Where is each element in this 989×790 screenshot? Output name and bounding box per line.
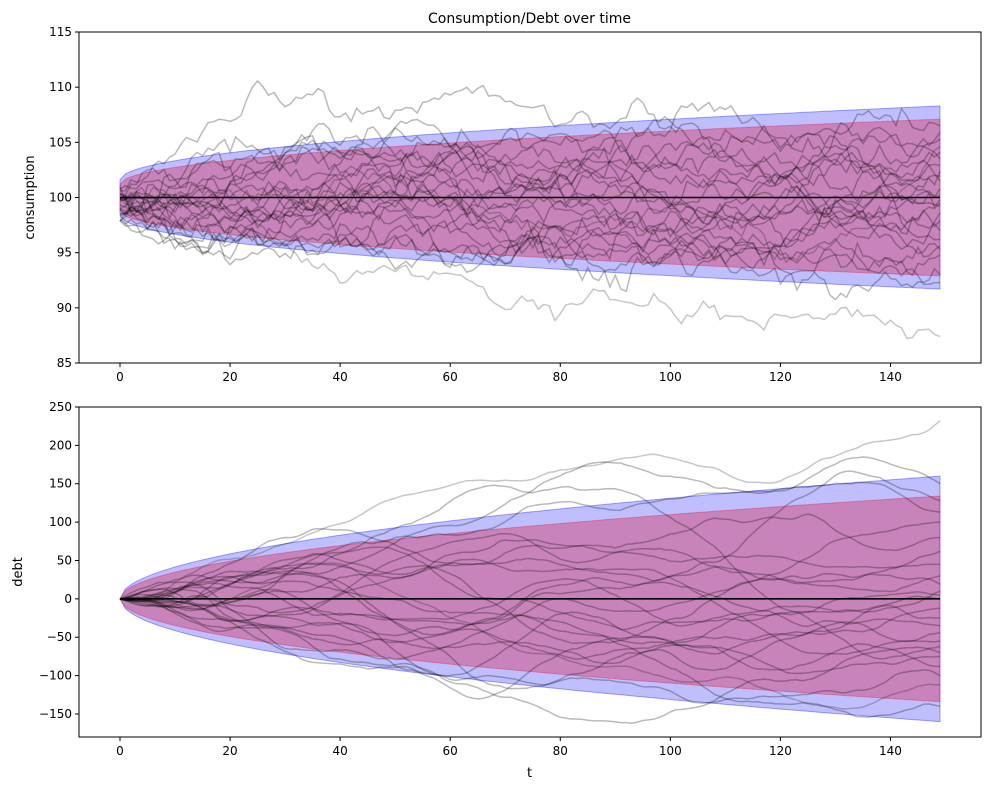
simulated-path bbox=[119, 596, 941, 661]
simulated-path bbox=[119, 587, 941, 724]
debt-plot-area bbox=[119, 420, 941, 724]
consumption-axes: 0 20 40 60 80 100 120 140 85 90 95 100 105 110 115 bbox=[49, 25, 982, 384]
simulated-path bbox=[119, 141, 941, 249]
y-tick-label: −50 bbox=[47, 630, 72, 644]
simulated-path bbox=[119, 181, 941, 285]
simulated-path bbox=[119, 558, 941, 655]
simulated-path bbox=[119, 180, 941, 292]
x-tick-label: 140 bbox=[879, 744, 902, 758]
simulated-path bbox=[119, 521, 941, 661]
simulated-path bbox=[119, 172, 941, 301]
y-tick-label: 200 bbox=[49, 438, 72, 452]
simulated-path bbox=[119, 538, 941, 606]
debt-axes: 0 20 40 60 80 100 120 140 −150 −100 −50 0 50 100 150 20… bbox=[39, 400, 982, 758]
simulated-path bbox=[119, 118, 941, 225]
consumption-plot-area bbox=[119, 79, 941, 340]
simulated-path bbox=[119, 192, 941, 282]
x-tick-label: 0 bbox=[116, 744, 124, 758]
x-tick-label: 40 bbox=[332, 744, 347, 758]
simulated-path bbox=[119, 126, 941, 260]
simulated-path bbox=[119, 146, 941, 245]
y-tick-label: 90 bbox=[57, 301, 72, 315]
simulated-path bbox=[119, 484, 941, 660]
simulated-path bbox=[119, 146, 941, 264]
simulated-path bbox=[119, 513, 941, 602]
y-tick-label: 100 bbox=[49, 191, 72, 205]
simulated-path bbox=[119, 183, 941, 239]
simulated-path bbox=[119, 140, 941, 214]
y-axis-label: consumption bbox=[23, 155, 38, 239]
simulated-path bbox=[120, 570, 941, 671]
simulated-path bbox=[119, 470, 941, 637]
simulated-path bbox=[119, 461, 941, 607]
chart-title: Consumption/Debt over time bbox=[428, 11, 631, 27]
simulated-path bbox=[119, 562, 941, 644]
y-tick-label: 115 bbox=[49, 25, 72, 39]
simulated-path bbox=[119, 122, 941, 270]
simulated-path bbox=[119, 126, 941, 217]
y-tick-label: 50 bbox=[57, 553, 72, 567]
simulated-path bbox=[119, 550, 941, 700]
y-tick-label: 250 bbox=[49, 400, 72, 414]
x-tick-label: 20 bbox=[222, 370, 237, 384]
simulated-path bbox=[119, 420, 941, 601]
y-tick-label: 95 bbox=[57, 246, 72, 260]
simulated-path bbox=[119, 189, 941, 340]
y-tick-label: −100 bbox=[39, 669, 72, 683]
x-tick-label: 20 bbox=[222, 744, 237, 758]
x-tick-label: 60 bbox=[443, 370, 458, 384]
x-tick-label: 120 bbox=[769, 370, 792, 384]
y-axis-label: debt bbox=[11, 557, 26, 587]
simulated-path bbox=[119, 578, 941, 627]
simulated-path bbox=[119, 562, 941, 710]
simulated-path bbox=[119, 598, 941, 718]
x-tick-label: 0 bbox=[116, 370, 124, 384]
simulated-path bbox=[119, 532, 941, 614]
x-axis-label: t bbox=[527, 766, 532, 781]
y-tick-label: 150 bbox=[49, 477, 72, 491]
y-tick-label: 100 bbox=[49, 515, 72, 529]
plot-content bbox=[119, 420, 941, 724]
y-tick-label: 105 bbox=[49, 135, 72, 149]
y-tick-label: 110 bbox=[49, 80, 72, 94]
simulated-path bbox=[119, 181, 941, 255]
simulated-path bbox=[119, 553, 941, 604]
simulated-path bbox=[119, 182, 941, 259]
x-tick-label: 100 bbox=[659, 370, 682, 384]
debt-panel: 0 20 40 60 80 100 120 140 −150 −100 −50 0 50 100 150 20… bbox=[11, 400, 982, 781]
x-tick-label: 80 bbox=[553, 370, 568, 384]
simulated-path bbox=[119, 115, 941, 233]
x-tick-label: 60 bbox=[443, 744, 458, 758]
simulated-path bbox=[120, 546, 940, 631]
x-tick-label: 120 bbox=[769, 744, 792, 758]
consumption-panel: Consumption/Debt over time 0 20 40 60 80 100 1… bbox=[23, 11, 982, 384]
simulated-path bbox=[119, 184, 941, 263]
x-tick-label: 80 bbox=[553, 744, 568, 758]
y-tick-label: 85 bbox=[57, 356, 72, 370]
simulated-path bbox=[119, 79, 941, 192]
x-tick-label: 100 bbox=[659, 744, 682, 758]
simulated-path bbox=[119, 198, 941, 277]
simulated-path bbox=[119, 144, 941, 224]
x-tick-label: 140 bbox=[879, 370, 902, 384]
simulated-path bbox=[119, 134, 941, 234]
y-tick-label: 0 bbox=[64, 592, 72, 606]
y-tick-label: −150 bbox=[39, 707, 72, 721]
x-tick-label: 40 bbox=[332, 370, 347, 384]
simulated-path bbox=[119, 456, 941, 608]
simulated-path bbox=[119, 101, 941, 230]
simulated-path bbox=[119, 597, 941, 704]
simulated-path bbox=[119, 574, 941, 655]
simulated-path bbox=[119, 598, 941, 677]
axes-frame bbox=[78, 406, 982, 738]
simulated-path bbox=[119, 170, 941, 266]
plot-content bbox=[119, 79, 941, 340]
simulated-path bbox=[119, 570, 941, 690]
